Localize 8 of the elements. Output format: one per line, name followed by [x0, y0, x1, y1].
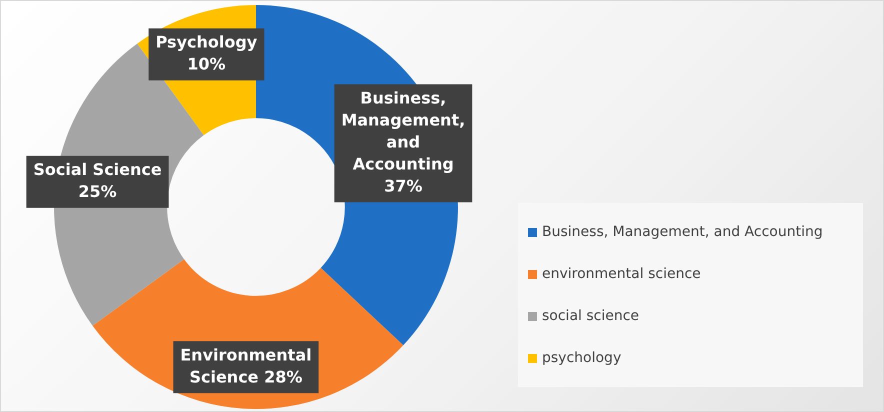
legend-label: psychology	[542, 350, 622, 366]
legend-label: environmental science	[542, 266, 701, 282]
data-label: Psychology 10%	[156, 32, 258, 74]
legend-label: Business, Management, and Accounting	[542, 224, 823, 240]
data-label: Social Science 25%	[33, 160, 162, 202]
data-label: Business, Management, and Accounting 37%	[341, 88, 466, 196]
legend-label: social science	[542, 308, 640, 324]
data-label: Environmental Science 28%	[180, 345, 312, 386]
